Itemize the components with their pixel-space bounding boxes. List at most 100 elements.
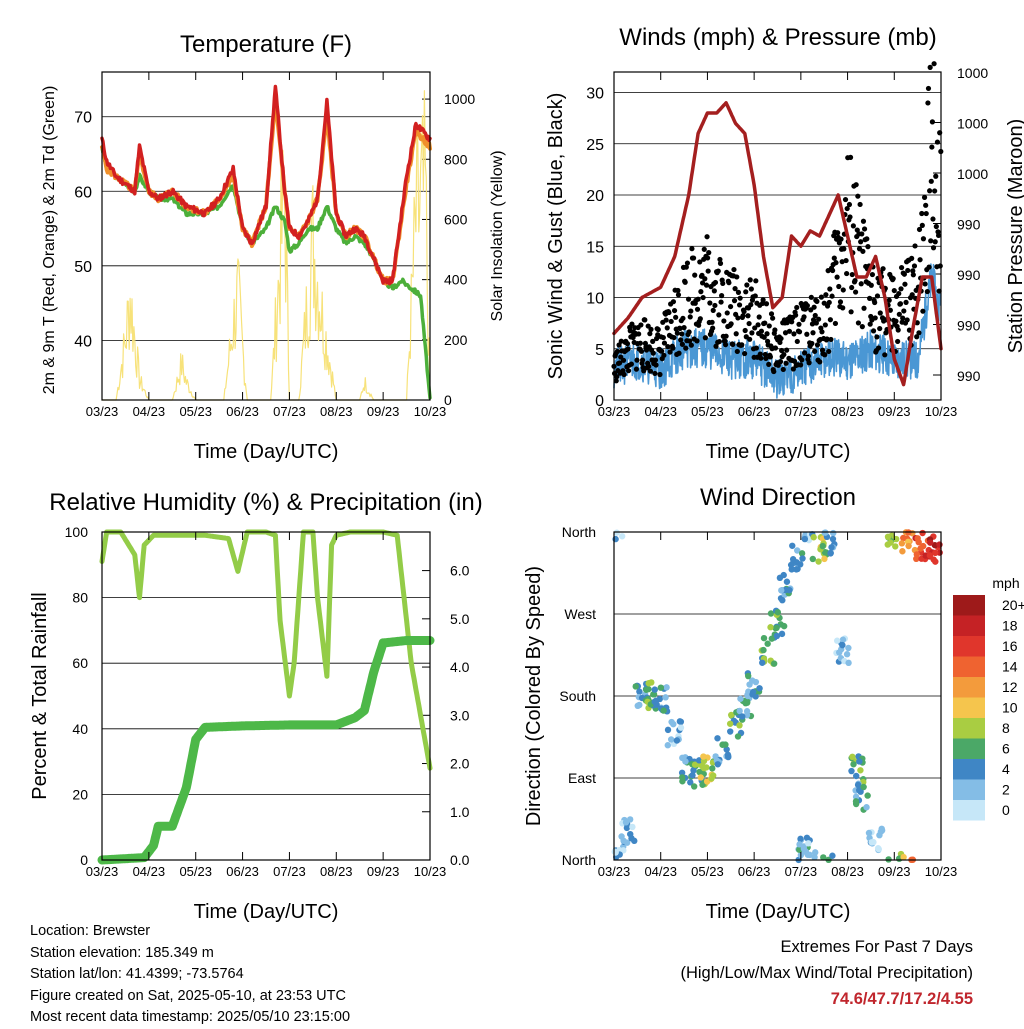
rh-x-ticklabel: 06/23	[226, 864, 259, 879]
gust-point	[747, 277, 753, 283]
gust-point	[625, 368, 632, 374]
pressure-ytick: 990	[957, 368, 981, 384]
station-metadata: Location: Brewster Station elevation: 18…	[30, 921, 350, 1029]
gust-point	[806, 360, 812, 366]
direction-point	[852, 798, 860, 805]
direction-point	[900, 853, 907, 861]
direction-point	[773, 624, 780, 632]
direction-point	[636, 688, 643, 695]
gust-point	[614, 374, 620, 380]
gust-point	[733, 331, 739, 337]
direction-point	[743, 708, 751, 715]
gust-point	[684, 260, 691, 266]
gust-point	[855, 193, 861, 199]
gust-point	[628, 361, 634, 367]
direction-point	[700, 753, 707, 760]
gust-point	[668, 318, 674, 325]
rh-x-ticklabel: 10/23	[414, 864, 447, 879]
direction-point	[789, 542, 796, 549]
direction-point	[860, 783, 867, 791]
direction-ylabel: Direction (Colored By Speed)	[523, 566, 545, 826]
gust-point	[895, 327, 901, 333]
direction-point	[805, 840, 812, 847]
direction-point	[778, 630, 786, 638]
gust-point	[638, 322, 644, 328]
direction-point	[798, 550, 806, 557]
wind-ytick: 5	[595, 342, 604, 359]
direction-point	[811, 853, 818, 861]
gust-point	[650, 350, 656, 356]
gust-point	[923, 210, 929, 217]
direction-point	[697, 774, 704, 781]
direction-point	[667, 736, 675, 743]
gust-point	[617, 360, 623, 366]
wind-ylabel: Sonic Wind & Gust (Blue, Black)	[545, 93, 567, 380]
wind-ytick: 10	[586, 291, 604, 308]
gust-point	[832, 320, 839, 327]
gust-point	[680, 315, 686, 321]
gust-point	[764, 331, 770, 337]
direction-point	[905, 542, 912, 550]
rh-x-ticklabel: 08/23	[320, 864, 353, 879]
wind-x-ticklabel: 06/23	[738, 404, 771, 419]
gust-point	[929, 119, 936, 125]
gust-point	[621, 371, 627, 378]
gust-point	[697, 259, 703, 265]
latlon-text: Station lat/lon: 41.4399; -73.5764	[30, 966, 244, 982]
direction-point	[776, 574, 784, 582]
gust-point	[777, 339, 783, 346]
gust-point	[859, 324, 865, 330]
gust-point	[791, 331, 797, 337]
direction-point	[736, 722, 743, 729]
gust-point	[839, 259, 845, 265]
gust-point	[732, 286, 738, 292]
direction-point	[709, 772, 717, 779]
direction-point	[691, 761, 699, 768]
gust-point	[926, 264, 932, 270]
gust-point	[724, 310, 730, 316]
gust-point	[914, 334, 920, 340]
gust-point	[763, 355, 769, 361]
gust-point	[782, 330, 789, 336]
gust-point	[870, 328, 877, 334]
gust-point	[688, 308, 694, 314]
speed-legend-swatch	[953, 697, 985, 718]
direction-point	[839, 641, 846, 649]
direction-point	[884, 533, 892, 541]
gust-point	[704, 234, 710, 240]
gust-point	[702, 276, 708, 282]
gust-point	[814, 298, 820, 304]
gust-point	[850, 223, 856, 229]
direction-point	[714, 761, 721, 768]
direction-point	[632, 683, 639, 690]
direction-point	[845, 644, 852, 652]
gust-point	[925, 100, 931, 106]
direction-point	[756, 685, 763, 692]
humidity-title: Relative Humidity (%) & Precipitation (i…	[49, 489, 482, 516]
direction-point	[800, 845, 808, 852]
direction-point	[857, 767, 864, 774]
gust-point	[935, 232, 942, 239]
gust-point	[636, 331, 642, 337]
speed-legend-label: 18	[1002, 618, 1018, 634]
gust-point	[671, 334, 677, 341]
wind-ytick: 25	[586, 137, 604, 154]
gust-point	[896, 290, 902, 297]
gust-point	[874, 293, 881, 299]
direction-point	[620, 847, 627, 854]
pressure-ytick: 1000	[957, 166, 988, 182]
recent-text: Most recent data timestamp: 2025/05/10 2…	[30, 1009, 351, 1025]
direction-point	[870, 838, 877, 846]
gust-point	[698, 289, 704, 295]
gust-point	[865, 244, 871, 250]
direction-frame	[613, 531, 942, 861]
gust-point	[755, 322, 761, 328]
gust-point	[667, 349, 673, 355]
gust-point	[675, 287, 681, 294]
gust-point	[716, 312, 722, 318]
gust-point	[860, 248, 866, 254]
wind-ytick: 20	[586, 188, 604, 205]
gust-point	[675, 292, 682, 298]
gust-point	[823, 292, 829, 298]
direction-point	[822, 529, 829, 536]
